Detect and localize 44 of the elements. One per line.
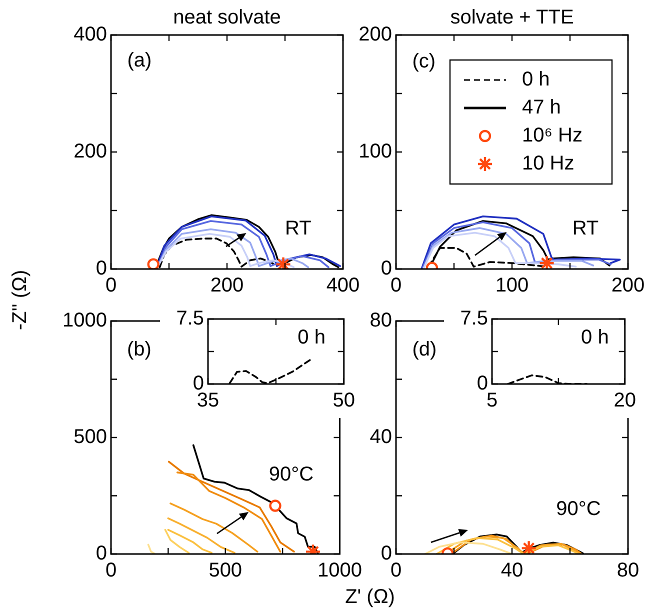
y-tick-label: 200 (74, 140, 107, 163)
y-axis-title: -Z'' (Ω) (9, 270, 31, 330)
y-tick-label: 100 (358, 140, 392, 163)
y-tick-label: 7.5 (460, 308, 488, 330)
x-tick-label: 20 (614, 390, 636, 412)
annotation: RT (285, 218, 312, 240)
y-tick-label: 40 (370, 426, 392, 448)
x-axis-title: Z' (Ω) (345, 586, 395, 608)
y-tick-label: 400 (74, 24, 107, 46)
y-tick-label: 200 (358, 24, 392, 46)
annotation: (d) (412, 338, 437, 361)
x-tick-label: 5 (486, 390, 498, 412)
y-tick-label: 0 (96, 258, 107, 280)
annotation: 90°C (268, 463, 314, 486)
y-tick-label: 0 (380, 542, 392, 565)
annotation: 0 h (298, 326, 326, 348)
x-tick-label: 1000 (318, 560, 362, 582)
x-tick-label: 35 (196, 390, 220, 412)
annotation: (c) (412, 50, 436, 72)
y-tick-label: 80 (370, 310, 392, 332)
chart-title: neat solvate (173, 6, 281, 29)
chart-title: solvate + TTE (450, 6, 574, 29)
x-tick-label: 200 (210, 274, 244, 297)
annotation: (b) (127, 338, 152, 361)
y-tick-label: 0 (380, 258, 392, 280)
y-tick-label: 0 (96, 542, 107, 565)
legend-label: 0 h (522, 68, 550, 91)
x-tick-label: 50 (332, 390, 355, 412)
legend-label: 10⁶ Hz (522, 124, 582, 147)
annotation: 0 h (581, 326, 609, 348)
x-tick-label: 500 (208, 560, 242, 582)
legend-label: 47 h (522, 96, 561, 119)
annotation: (a) (127, 49, 152, 72)
x-tick-label: 40 (500, 560, 524, 582)
x-tick-label: 80 (616, 560, 640, 582)
x-tick-label: 100 (495, 274, 529, 297)
annotation: 90°C (556, 498, 601, 520)
y-tick-label: 500 (74, 426, 107, 448)
annotation: RT (572, 218, 599, 240)
y-tick-label: 1000 (62, 310, 107, 332)
x-tick-label: 200 (611, 274, 645, 297)
y-tick-label: 7.5 (176, 308, 204, 330)
x-tick-label: 400 (326, 274, 360, 297)
legend-label: 10 Hz (522, 152, 574, 175)
